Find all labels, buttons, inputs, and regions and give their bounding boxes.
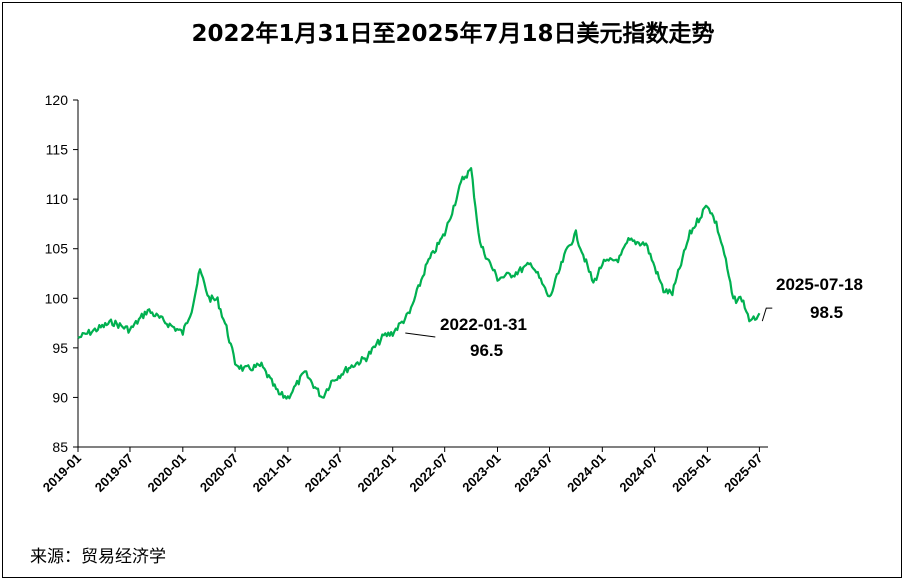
x-axis-ticks: 2019-01 2019-07 2020-01 2020-07 2021-01 2021-… bbox=[40, 447, 766, 495]
x-tick-label: 2025-07 bbox=[721, 451, 765, 495]
y-tick-label: 105 bbox=[45, 241, 69, 257]
annotation-leader-2022 bbox=[405, 332, 436, 338]
y-tick-label: 90 bbox=[52, 389, 68, 405]
x-tick-label: 2020-07 bbox=[197, 451, 241, 495]
x-tick-label: 2020-01 bbox=[145, 451, 189, 495]
dollar-index-line bbox=[77, 167, 761, 400]
y-tick-label: 85 bbox=[52, 439, 68, 455]
x-tick-label: 2023-01 bbox=[459, 451, 503, 495]
annotations: 2022-01-31 96.5 2025-07-18 98.5 bbox=[405, 275, 863, 360]
x-tick-label: 2023-07 bbox=[511, 451, 555, 495]
chart-title: 2022年1月31日至2025年7月18日美元指数走势 bbox=[191, 21, 715, 47]
x-tick-label: 2019-07 bbox=[92, 451, 136, 495]
annotation-date-2022: 2022-01-31 bbox=[440, 315, 527, 334]
x-tick-label: 2019-01 bbox=[40, 451, 84, 495]
x-tick-label: 2024-01 bbox=[564, 451, 608, 495]
x-tick-label: 2021-01 bbox=[250, 451, 294, 495]
x-tick-label: 2022-01 bbox=[354, 451, 398, 495]
annotation-value-2025: 98.5 bbox=[810, 303, 843, 322]
y-tick-label: 115 bbox=[46, 142, 69, 158]
annotation-leader-2025 bbox=[761, 307, 773, 322]
x-tick-label: 2025-01 bbox=[669, 451, 713, 495]
axes bbox=[77, 100, 768, 448]
x-tick-label: 2021-07 bbox=[302, 451, 346, 495]
y-tick-label: 120 bbox=[45, 92, 69, 108]
x-tick-label: 2024-07 bbox=[616, 451, 660, 495]
y-tick-label: 95 bbox=[52, 340, 68, 356]
y-tick-label: 110 bbox=[46, 191, 69, 207]
y-axis-ticks: 85 90 95 100 105 110 115 120 bbox=[45, 92, 78, 455]
annotation-date-2025: 2025-07-18 bbox=[776, 275, 863, 294]
annotation-value-2022: 96.5 bbox=[470, 341, 503, 360]
x-tick-label: 2022-07 bbox=[406, 451, 450, 495]
source-note: 来源：贸易经济学 bbox=[30, 547, 166, 567]
y-tick-label: 100 bbox=[45, 290, 69, 306]
